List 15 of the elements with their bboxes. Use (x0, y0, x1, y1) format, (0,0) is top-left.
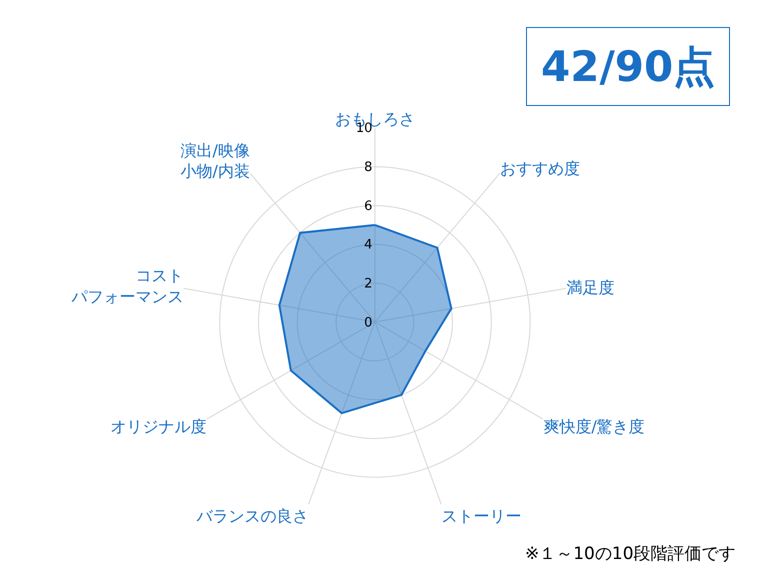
y-tick-label: 6 (364, 198, 372, 214)
y-tick-label: 2 (364, 276, 372, 292)
text: 42/90点 (541, 42, 716, 91)
text: ※１～10の10段階評価です (525, 544, 736, 564)
spoke-label: 満足度 (566, 278, 614, 298)
spoke-label: 演出/映像小物/内装 (180, 140, 250, 181)
spoke-label: オリジナル度 (110, 417, 206, 436)
y-tick-label: 8 (364, 160, 372, 176)
y-tick-label: 0 (364, 315, 372, 330)
spoke-label: おすすめ度 (500, 159, 580, 178)
spoke-label: バランスの良さ (195, 506, 308, 526)
spoke-label: ストーリー (441, 506, 522, 526)
spoke-label: 爽快度/驚き度 (543, 417, 645, 436)
y-tick-label: 4 (364, 238, 372, 253)
spoke-label: コストパフォーマンス (70, 266, 184, 306)
